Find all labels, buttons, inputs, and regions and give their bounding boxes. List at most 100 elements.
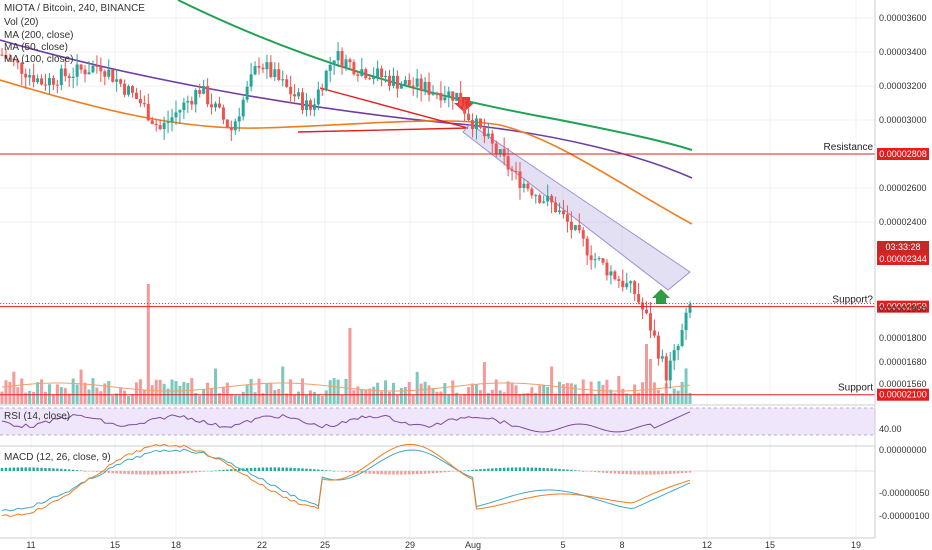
triangle-pattern: [297, 87, 469, 133]
macd-histogram-bar: [613, 471, 617, 474]
candle-body: [617, 279, 621, 281]
candle-body: [273, 69, 277, 77]
macd-histogram-bar: [28, 467, 31, 471]
candle-body: [585, 238, 589, 256]
macd-histogram-bar: [510, 467, 514, 471]
ma50-line: [0, 79, 693, 225]
macd-histogram-bar: [44, 467, 47, 471]
candle-body: [664, 356, 668, 381]
volume-bar: [399, 387, 403, 404]
candle-body: [403, 79, 407, 85]
candle-body: [99, 66, 103, 72]
volume-bar: [43, 391, 47, 404]
macd-histogram-bar: [0, 467, 4, 471]
volume-bar: [194, 392, 198, 404]
price-tag-text: 0.00002100: [879, 390, 927, 400]
volume-bar: [134, 382, 138, 404]
volume-bar: [277, 388, 281, 404]
candle-body: [399, 84, 403, 89]
candle-body: [162, 122, 166, 130]
candle-body: [328, 64, 332, 71]
price-tag-bg: [877, 388, 929, 401]
macd-histogram-bar: [562, 469, 565, 471]
level-annotation: Resistance: [824, 142, 874, 153]
candle-body: [451, 91, 455, 101]
volume-bar: [443, 382, 447, 404]
macd-histogram-bar: [79, 470, 83, 471]
macd-histogram-bar: [352, 471, 356, 473]
macd-histogram-bar: [143, 471, 146, 475]
candle-body: [174, 112, 178, 118]
volume-bar: [372, 386, 376, 404]
volume-bar: [71, 378, 75, 404]
candle-body: [601, 258, 605, 263]
candle-body: [166, 122, 170, 124]
candle-body: [471, 120, 475, 130]
candle-body: [103, 71, 107, 77]
volume-bar: [387, 391, 391, 404]
volume-bar: [312, 392, 316, 404]
volume-bar: [593, 394, 597, 404]
candle-body: [439, 93, 443, 101]
candle-body: [597, 258, 601, 260]
volume-bar: [55, 384, 59, 404]
macd-histogram-bar: [202, 471, 205, 472]
candle-body: [32, 75, 36, 83]
volume-bar: [629, 394, 633, 404]
countdown-bg: [877, 241, 929, 253]
volume-bars: [0, 284, 692, 404]
macd-histogram-bar: [593, 471, 597, 473]
macd-histogram-bar: [60, 468, 63, 471]
macd-histogram-bar: [419, 471, 423, 474]
candle-body: [514, 170, 518, 172]
candle-body: [87, 72, 91, 75]
volume-bar: [0, 391, 4, 404]
macd-histogram-bar: [641, 471, 644, 475]
volume-bar: [550, 366, 554, 404]
volume-bar: [526, 393, 530, 404]
macd-histogram-bar: [214, 470, 217, 472]
macd-histogram-bar: [542, 467, 545, 471]
macd-histogram-bar: [269, 467, 273, 471]
legend-volume: Vol (20): [4, 17, 39, 28]
candle-body: [510, 169, 514, 171]
macd-histogram-bar: [451, 471, 454, 472]
candle-body: [569, 221, 573, 230]
macd-histogram-bar: [147, 471, 150, 475]
macd-histogram-bar: [605, 471, 609, 474]
candle-body: [261, 67, 265, 70]
macd-histogram-bar: [8, 467, 12, 471]
level-annotation: Support: [838, 383, 873, 394]
candle-body: [24, 73, 28, 78]
candle-body: [668, 360, 672, 381]
candle-body: [67, 76, 71, 78]
legend-symbol: MIOTA / Bitcoin, 240, BINANCE: [4, 3, 145, 14]
volume-bar: [20, 378, 24, 404]
macd-histogram-bar: [554, 468, 557, 471]
candle-body: [455, 92, 459, 101]
candle-body: [12, 58, 16, 61]
candle-body: [360, 69, 364, 76]
candle-body: [178, 110, 182, 113]
volume-bar: [348, 328, 352, 404]
volume-bar: [241, 391, 245, 404]
candle-body: [447, 91, 451, 98]
macd-label: MACD (12, 26, close, 9): [4, 452, 111, 463]
macd-histogram-bar: [273, 467, 277, 471]
macd-histogram-bar: [166, 471, 170, 475]
macd-histogram-bar: [87, 471, 91, 472]
volume-bar: [316, 394, 320, 404]
volume-bar: [16, 387, 20, 404]
macd-histogram-bar: [617, 471, 621, 474]
volume-bar: [257, 378, 261, 404]
candle-body: [190, 100, 194, 105]
volume-bar: [8, 381, 12, 404]
macd-histogram-bar: [123, 471, 126, 474]
macd-histogram-bar: [443, 471, 447, 473]
level-annotation: Support?: [832, 295, 873, 306]
macd-histogram-bar: [578, 470, 581, 472]
macd-histogram-bar: [653, 471, 656, 475]
macd-histogram-bar: [321, 469, 324, 471]
volume-bar: [645, 344, 649, 404]
candle-body: [221, 107, 225, 120]
